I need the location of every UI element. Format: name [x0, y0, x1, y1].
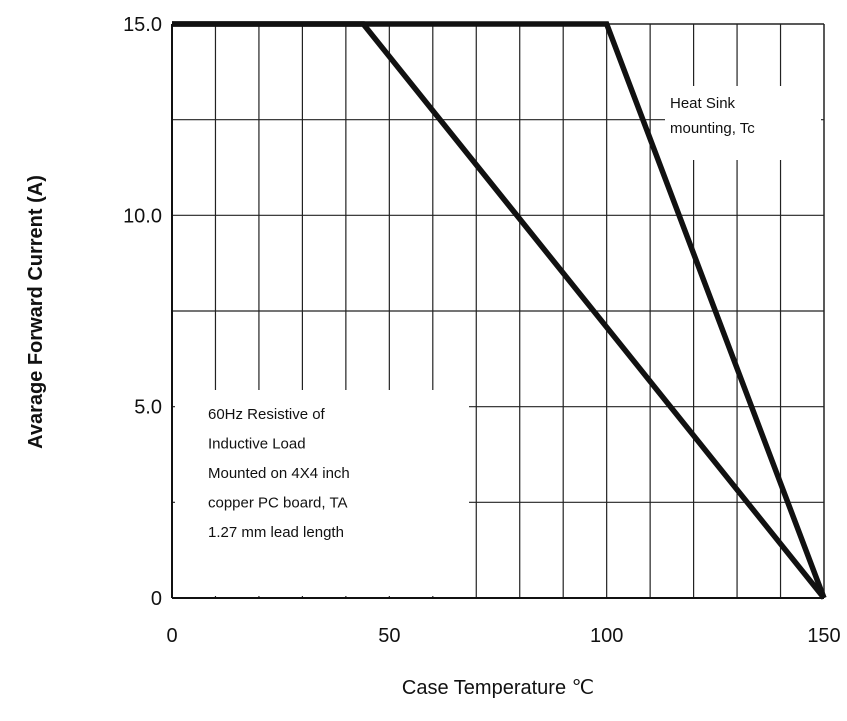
x-tick-labels: 0 50 100 150	[166, 625, 840, 647]
y-tick-label: 10.0	[123, 205, 162, 227]
y-tick-labels: 0 5.0 10.0 15.0	[123, 14, 162, 610]
y-tick-label: 5.0	[134, 397, 162, 419]
series-line-2	[172, 21, 827, 600]
y-tick-label: 15.0	[123, 14, 162, 36]
x-tick-label: 0	[166, 625, 177, 647]
annotation-line: Heat Sink	[670, 95, 736, 112]
annotation-box-pc-board	[175, 390, 469, 596]
series-group	[172, 21, 827, 600]
annotation-line: copper PC board, TA	[208, 495, 348, 512]
y-tick-label: 0	[151, 588, 162, 610]
annotation-box-heat-sink	[665, 86, 821, 160]
annotation-line: mounting, Tc	[670, 120, 755, 137]
x-tick-label: 150	[807, 625, 840, 647]
annotation-line: 60Hz Resistive of	[208, 406, 326, 423]
x-tick-label: 100	[590, 625, 623, 647]
x-tick-label: 50	[378, 625, 400, 647]
annotation-line: 1.27 mm lead length	[208, 524, 344, 541]
y-axis-label: Avarage Forward Current (A)	[25, 175, 47, 449]
annotation-line: Mounted on 4X4 inch	[208, 465, 350, 482]
annotation-line: Inductive Load	[208, 436, 306, 453]
x-axis-label: Case Temperature ℃	[402, 677, 594, 699]
annotations: Heat Sink mounting, Tc 60Hz Resistive of In…	[208, 95, 755, 541]
